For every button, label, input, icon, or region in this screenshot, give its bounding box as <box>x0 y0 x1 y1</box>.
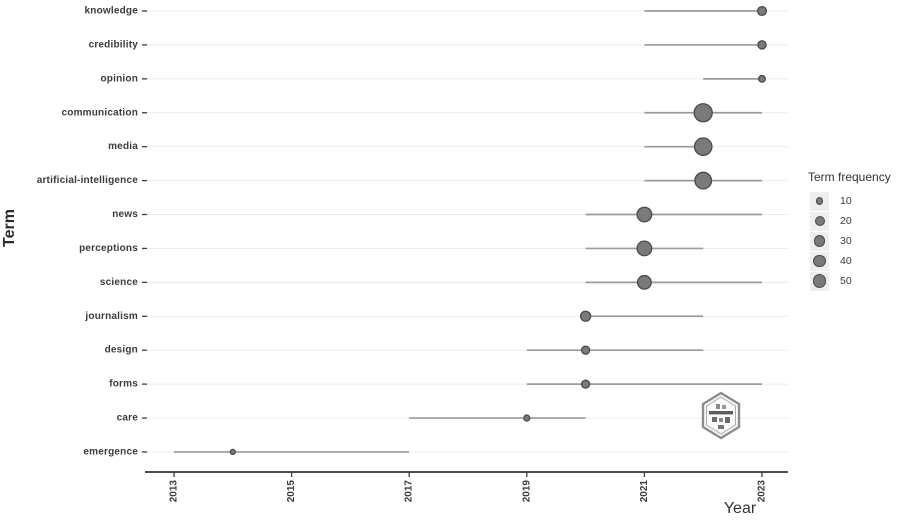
legend-item-label: 40 <box>840 255 852 267</box>
legend-key <box>810 231 829 251</box>
term-dot <box>756 5 768 17</box>
x-tick-label: 2013 <box>169 480 180 503</box>
term-dot <box>229 448 236 456</box>
legend-key <box>810 191 829 211</box>
term-dot <box>579 310 592 322</box>
x-tick-label: 2017 <box>404 480 415 503</box>
legend-key <box>810 211 829 231</box>
legend-size-dot-icon <box>813 235 826 247</box>
y-axis-title: Term <box>1 209 18 247</box>
term-dot <box>636 240 653 257</box>
term-dot <box>758 74 766 83</box>
term-label: artificial-intelligence <box>37 175 139 186</box>
term-label: news <box>112 209 138 220</box>
legend-item-label: 50 <box>840 275 852 287</box>
term-dot <box>580 379 591 389</box>
term-label: emergence <box>83 446 138 457</box>
legend-item: 10 <box>810 191 908 211</box>
term-label: perceptions <box>79 243 138 254</box>
term-dot <box>757 40 767 50</box>
legend-key <box>810 251 829 271</box>
term-dot <box>693 103 713 123</box>
term-dot <box>636 274 652 290</box>
term-dot <box>580 345 591 355</box>
bibliometrix-logo <box>701 391 741 440</box>
x-tick-label: 2021 <box>639 480 650 503</box>
legend-key <box>810 271 829 291</box>
term-label: communication <box>62 107 139 118</box>
x-tick-label: 2023 <box>757 480 768 503</box>
term-label: forms <box>109 379 138 390</box>
legend-item: 50 <box>810 271 908 291</box>
legend-item: 30 <box>810 231 908 251</box>
x-tick-label: 2019 <box>521 480 532 503</box>
legend-item-label: 10 <box>840 195 852 207</box>
term-label: design <box>105 345 138 356</box>
term-label: knowledge <box>85 6 139 17</box>
term-dot <box>694 171 713 190</box>
term-label: media <box>108 141 138 152</box>
legend-size-dot-icon <box>812 274 827 288</box>
legend-size-dot-icon <box>813 254 826 268</box>
x-tick-label: 2015 <box>286 480 297 503</box>
term-label: journalism <box>84 311 138 322</box>
size-legend: Term frequency 10 20 30 40 50 <box>808 170 908 291</box>
term-label: science <box>100 277 138 288</box>
legend-item-label: 30 <box>840 235 852 247</box>
x-axis-title: Year <box>723 500 757 517</box>
legend-item: 20 <box>810 211 908 231</box>
legend-size-dot-icon <box>814 216 825 226</box>
legend-items: 10 20 30 40 50 <box>808 191 908 291</box>
legend-item: 40 <box>810 251 908 271</box>
term-label: care <box>117 413 139 424</box>
legend-title: Term frequency <box>808 170 891 184</box>
legend-size-dot-icon <box>815 197 824 205</box>
term-dot <box>523 414 531 422</box>
legend-item-label: 20 <box>840 215 852 227</box>
term-label: credibility <box>89 39 139 50</box>
term-dot <box>693 137 713 157</box>
term-label: opinion <box>101 73 139 84</box>
term-dot <box>636 206 653 223</box>
